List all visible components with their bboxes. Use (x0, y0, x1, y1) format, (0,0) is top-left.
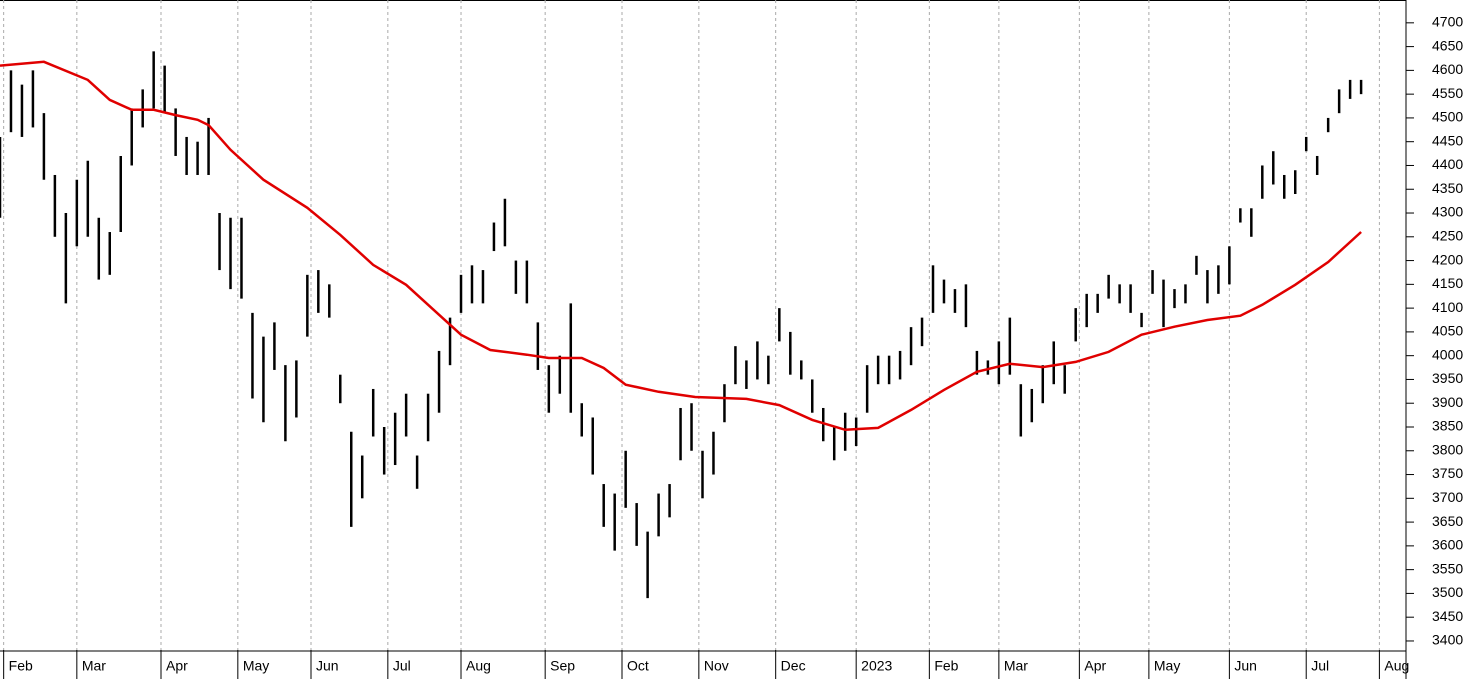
y-tick-label: 3550 (1432, 560, 1463, 576)
y-tick-label: 3400 (1432, 632, 1463, 648)
y-tick-label: 4150 (1432, 275, 1463, 291)
x-tick-label: Mar (1004, 658, 1028, 674)
x-tick-label: Jul (1311, 658, 1329, 674)
y-tick-label: 4650 (1432, 37, 1463, 53)
y-tick-label: 4200 (1432, 251, 1463, 267)
x-tick-label: 2023 (861, 658, 892, 674)
x-tick-label: Nov (704, 658, 729, 674)
x-tick-label: Feb (9, 658, 33, 674)
y-tick-label: 3600 (1432, 537, 1463, 553)
y-tick-label: 4000 (1432, 346, 1463, 362)
y-tick-label: 4700 (1432, 14, 1463, 30)
y-tick-label: 4450 (1432, 132, 1463, 148)
x-tick-label: Aug (1384, 658, 1409, 674)
x-tick-label: Dec (781, 658, 806, 674)
y-tick-label: 4300 (1432, 204, 1463, 220)
y-tick-label: 3750 (1432, 465, 1463, 481)
x-tick-label: May (1154, 658, 1180, 674)
y-tick-label: 3950 (1432, 370, 1463, 386)
y-tick-label: 4250 (1432, 227, 1463, 243)
x-tick-label: Mar (82, 658, 106, 674)
x-tick-label: Oct (627, 658, 649, 674)
x-tick-label: Jun (1234, 658, 1257, 674)
y-tick-label: 3450 (1432, 608, 1463, 624)
y-tick-label: 4400 (1432, 156, 1463, 172)
y-tick-label: 3500 (1432, 584, 1463, 600)
x-tick-label: Apr (1084, 658, 1106, 674)
y-tick-label: 3650 (1432, 513, 1463, 529)
x-tick-label: Aug (466, 658, 491, 674)
x-tick-label: Jun (316, 658, 339, 674)
y-tick-label: 4550 (1432, 85, 1463, 101)
y-tick-label: 4600 (1432, 61, 1463, 77)
y-tick-label: 3900 (1432, 394, 1463, 410)
y-tick-label: 3850 (1432, 418, 1463, 434)
x-tick-label: Sep (550, 658, 575, 674)
moving-average (0, 60, 1362, 432)
y-tick-label: 4050 (1432, 323, 1463, 339)
y-tick-label: 4100 (1432, 299, 1463, 315)
x-tick-label: May (243, 658, 269, 674)
y-tick-label: 4500 (1432, 109, 1463, 125)
x-tick-label: Feb (934, 658, 958, 674)
y-tick-label: 3800 (1432, 441, 1463, 457)
y-tick-label: 3700 (1432, 489, 1463, 505)
x-tick-label: Apr (166, 658, 188, 674)
x-tick-label: Jul (393, 658, 411, 674)
y-tick-label: 4350 (1432, 180, 1463, 196)
